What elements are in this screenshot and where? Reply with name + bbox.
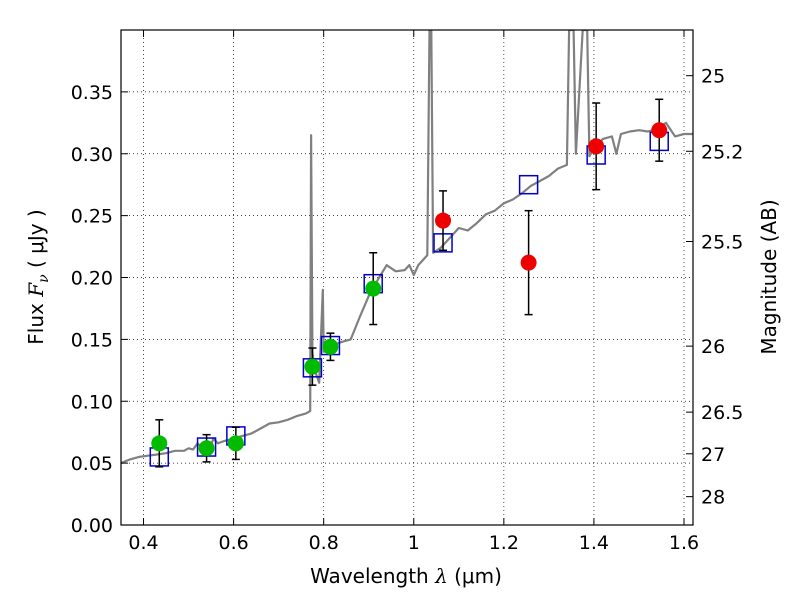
x-tick-label: 1.4 bbox=[579, 532, 609, 554]
y-tick-label: 0.20 bbox=[71, 268, 113, 290]
x-tick-label: 1.2 bbox=[489, 532, 519, 554]
y-tick-label: 0.00 bbox=[71, 515, 113, 537]
y-axis-title-subscript: ν bbox=[36, 274, 52, 283]
tick-labels: 0.4 0.6 0.8 1 1.2 1.4 1.6 0.00 0.05 0.10 0.15 0.20 0… bbox=[71, 66, 744, 554]
right-axis-title: Magnitude (AB) bbox=[757, 199, 781, 354]
axis-ticks bbox=[121, 30, 693, 526]
right-tick-label: 26.5 bbox=[701, 402, 743, 424]
photometry-point bbox=[198, 440, 215, 457]
photometry-point bbox=[588, 138, 605, 155]
right-tick-label: 25.5 bbox=[701, 232, 743, 254]
model-sed-line bbox=[121, 30, 693, 465]
x-axis-title-prefix: Wavelength bbox=[310, 564, 435, 588]
y-tick-label: 0.05 bbox=[71, 453, 113, 475]
y-tick-label: 0.35 bbox=[71, 82, 113, 104]
plot-area bbox=[121, 30, 693, 468]
photometry-point bbox=[151, 435, 168, 452]
y-axis-title-symbol: F bbox=[24, 282, 48, 298]
photometry-point bbox=[520, 254, 537, 271]
y-tick-label: 0.10 bbox=[71, 391, 113, 413]
x-axis-title-symbol: λ bbox=[434, 564, 448, 588]
right-tick-label: 26 bbox=[701, 336, 725, 358]
y-axis-title-unit: ( μJy ) bbox=[24, 209, 48, 274]
y-tick-label: 0.30 bbox=[71, 144, 113, 166]
y-tick-label: 0.25 bbox=[71, 206, 113, 228]
y-axis-title: Flux Fν ( μJy ) bbox=[24, 209, 52, 344]
right-tick-label: 27 bbox=[701, 444, 725, 466]
x-axis-title-unit: (μm) bbox=[448, 564, 502, 588]
photometry-point bbox=[651, 122, 668, 139]
x-tick-label: 0.6 bbox=[218, 532, 248, 554]
x-axis-title: Wavelength λ (μm) bbox=[310, 564, 502, 588]
right-tick-label: 25.2 bbox=[701, 141, 743, 163]
y-axis-title-prefix: Flux bbox=[24, 297, 48, 345]
y-tick-label: 0.15 bbox=[71, 329, 113, 351]
right-tick-label: 25 bbox=[701, 66, 725, 88]
x-tick-label: 1.6 bbox=[669, 532, 699, 554]
right-tick-label: 28 bbox=[701, 487, 725, 509]
photometry-point bbox=[322, 338, 339, 355]
x-tick-label: 0.8 bbox=[309, 532, 339, 554]
photometry-point bbox=[304, 358, 321, 375]
x-tick-label: 0.4 bbox=[128, 532, 158, 554]
photometry-point bbox=[435, 212, 452, 229]
model-photometry-square bbox=[518, 174, 539, 195]
photometry-point bbox=[365, 280, 382, 297]
x-tick-label: 1 bbox=[408, 532, 420, 554]
photometry-point bbox=[227, 435, 244, 452]
